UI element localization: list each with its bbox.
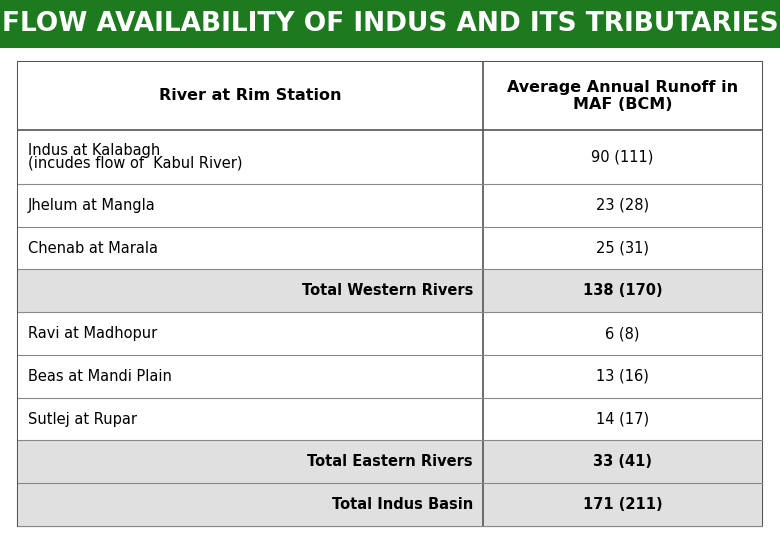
Bar: [18, 62, 762, 526]
Text: 13 (16): 13 (16): [596, 369, 649, 384]
Text: Total Western Rivers: Total Western Rivers: [302, 284, 473, 298]
Text: 90 (111): 90 (111): [591, 150, 654, 165]
Text: 14 (17): 14 (17): [596, 411, 649, 427]
Text: 23 (28): 23 (28): [596, 198, 649, 213]
Bar: [18, 269, 762, 312]
Text: Ravi at Madhopur: Ravi at Madhopur: [28, 326, 158, 341]
Bar: [18, 130, 762, 184]
Bar: [18, 184, 762, 227]
Text: (incudes flow of  Kabul River): (incudes flow of Kabul River): [28, 156, 243, 171]
Text: 171 (211): 171 (211): [583, 497, 662, 512]
Text: Sutlej at Rupar: Sutlej at Rupar: [28, 411, 137, 427]
Text: Beas at Mandi Plain: Beas at Mandi Plain: [28, 369, 172, 384]
Bar: [18, 483, 762, 526]
Text: Average Annual Runoff in
MAF (BCM): Average Annual Runoff in MAF (BCM): [507, 80, 738, 112]
Text: Chenab at Marala: Chenab at Marala: [28, 240, 158, 255]
Text: Total Eastern Rivers: Total Eastern Rivers: [307, 454, 473, 469]
Bar: [18, 398, 762, 441]
Bar: [18, 441, 762, 483]
Text: Jhelum at Mangla: Jhelum at Mangla: [28, 198, 156, 213]
Bar: [0, 0, 780, 48]
Text: River at Rim Station: River at Rim Station: [159, 89, 342, 104]
Bar: [18, 312, 762, 355]
Text: 138 (170): 138 (170): [583, 284, 662, 298]
Text: 6 (8): 6 (8): [605, 326, 640, 341]
Text: 33 (41): 33 (41): [593, 454, 652, 469]
Text: 25 (31): 25 (31): [596, 240, 649, 255]
Bar: [18, 355, 762, 398]
Text: Total Indus Basin: Total Indus Basin: [332, 497, 473, 512]
Bar: [18, 227, 762, 269]
Text: Indus at Kalabagh: Indus at Kalabagh: [28, 143, 160, 158]
Text: FLOW AVAILABILITY OF INDUS AND ITS TRIBUTARIES: FLOW AVAILABILITY OF INDUS AND ITS TRIBU…: [2, 11, 778, 37]
Bar: [18, 62, 762, 130]
